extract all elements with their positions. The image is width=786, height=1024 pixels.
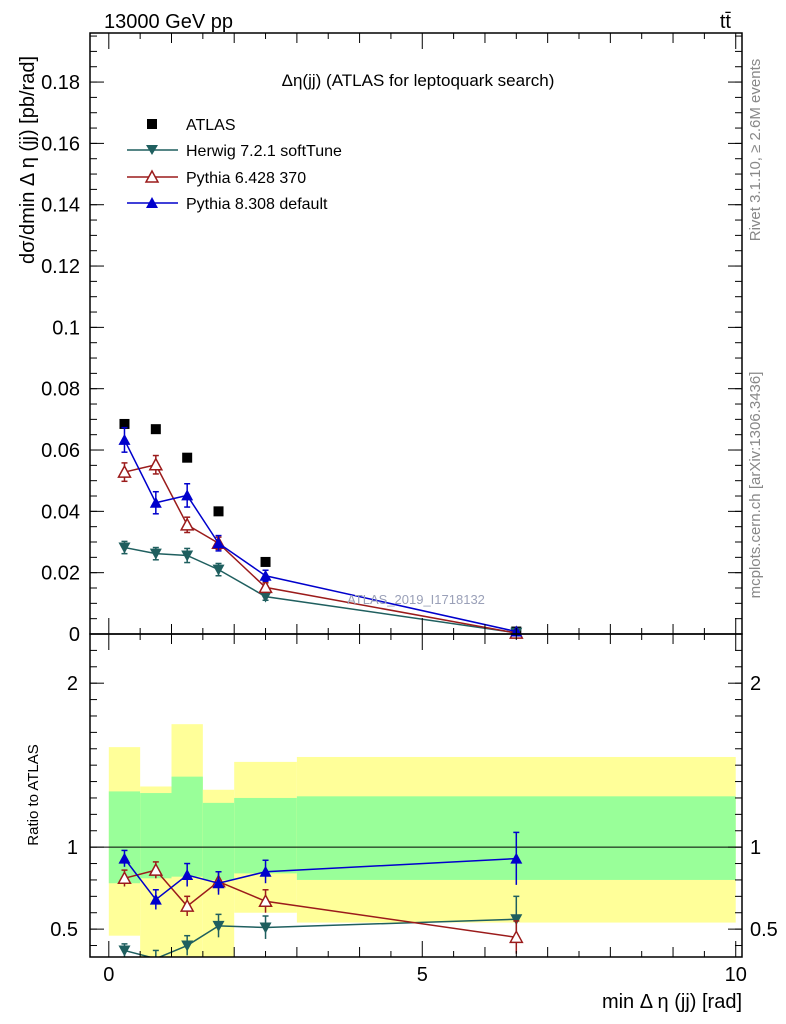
ratio-y-tick-label-right: 0.5 — [750, 919, 778, 941]
data-point-pythia-8-308-default — [212, 537, 225, 549]
data-point-pythia-8-308-default — [118, 433, 131, 445]
ratio-point-pythia-6-428-370 — [117, 870, 132, 885]
main-y-tick-label: 0.14 — [41, 195, 80, 217]
process-label: tt̄ — [720, 11, 732, 33]
ratio-point-herwig-7-2-1-softtune — [118, 945, 131, 957]
main-y-axis-label: dσ/dmin Δ η (jj) [pb/rad] — [17, 56, 39, 264]
ratio-y-axis-label: Ratio to ATLAS — [25, 744, 42, 845]
ratio-y-tick-label: 1 — [67, 837, 78, 859]
x-tick-label: 10 — [725, 964, 747, 986]
ratio-line-pythia-6-428-370 — [124, 869, 517, 939]
ratio-point-pythia-6-428-370 — [258, 893, 273, 908]
data-point-atlas — [150, 424, 161, 435]
data-point-herwig-7-2-1-softtune — [149, 548, 162, 560]
series-line-herwig-7-2-1-softtune — [124, 546, 517, 634]
main-y-tick-label: 0 — [69, 624, 80, 646]
legend-marker-pythia6 — [144, 169, 160, 183]
main-y-tick-label: 0.18 — [41, 72, 80, 94]
ratio-bands — [90, 724, 742, 957]
data-point-atlas — [213, 506, 224, 517]
data-point-pythia-8-308-default — [259, 569, 272, 581]
series-line-pythia-8-308-default — [123, 439, 517, 633]
ratio-point-herwig-7-2-1-softtune — [181, 940, 194, 952]
ratio-point-pythia-8-308-default — [510, 852, 523, 864]
series-line-pythia-6-428-370 — [124, 463, 517, 634]
ratio-y-tick-label-right: 2 — [750, 673, 761, 695]
band-inner-bin — [171, 776, 203, 877]
legend-label-herwig: Herwig 7.2.1 softTune — [186, 143, 342, 160]
ratio-y-tick-label: 0.5 — [50, 919, 78, 941]
legend-label-atlas: ATLAS — [186, 117, 236, 134]
ratio-line-pythia-8-308-default — [123, 857, 517, 901]
data-point-herwig-7-2-1-softtune — [118, 542, 131, 554]
ratio-point-pythia-6-428-370 — [179, 898, 195, 912]
plot-title: Δη(jj) (ATLAS for leptoquark search) — [282, 71, 555, 90]
energy-label: 13000 GeV pp — [104, 11, 233, 33]
ratio-frame — [89, 633, 743, 958]
x-tick-label: 5 — [417, 964, 428, 986]
ratio-point-pythia-8-308-default — [118, 852, 131, 864]
ratio-plot-series — [117, 831, 524, 957]
legend-marker-atlas — [147, 119, 157, 129]
main-y-tick-label: 0.08 — [41, 379, 80, 401]
data-point-pythia-6-428-370 — [148, 457, 164, 471]
data-point-pythia-8-308-default — [181, 489, 194, 501]
ratio-point-pythia-8-308-default — [212, 877, 225, 889]
rivet-label: Rivet 3.1.10, ≥ 2.6M events — [747, 59, 764, 242]
data-point-atlas — [119, 418, 130, 429]
data-point-pythia-8-308-default — [149, 496, 162, 508]
main-y-tick-label: 0.12 — [41, 256, 80, 278]
legend-label-pythia8: Pythia 8.308 default — [186, 196, 328, 213]
legend-label-pythia6: Pythia 6.428 370 — [186, 170, 306, 187]
ratio-point-herwig-7-2-1-softtune — [259, 922, 272, 934]
ratio-point-herwig-7-2-1-softtune — [212, 920, 225, 932]
ratio-point-pythia-8-308-default — [181, 869, 194, 881]
legend: ATLAS Herwig 7.2.1 softTune Pythia 6.428… — [127, 117, 342, 213]
data-point-pythia-6-428-370 — [179, 517, 195, 531]
data-point-atlas — [260, 556, 271, 567]
data-point-pythia-6-428-370 — [258, 579, 273, 594]
ratio-line-herwig-7-2-1-softtune — [124, 918, 517, 957]
ratio-y-tick-label-right: 1 — [750, 837, 761, 859]
data-point-herwig-7-2-1-softtune — [259, 591, 272, 603]
main-y-tick-label: 0.16 — [41, 133, 80, 155]
legend-marker-pythia8 — [146, 197, 158, 208]
legend-marker-herwig — [146, 145, 158, 155]
ratio-point-pythia-8-308-default — [149, 893, 162, 905]
ratio-point-herwig-7-2-1-softtune — [510, 914, 523, 926]
data-point-herwig-7-2-1-softtune — [212, 564, 225, 576]
band-inner-bin — [108, 791, 141, 884]
x-tick-label: 0 — [103, 964, 114, 986]
ratio-y-tick-label: 2 — [67, 673, 78, 695]
main-y-tick-label: 0.06 — [41, 440, 80, 462]
data-point-atlas — [182, 452, 193, 463]
band-inner-bin — [202, 802, 235, 880]
data-point-pythia-6-428-370 — [117, 464, 132, 478]
data-point-herwig-7-2-1-softtune — [181, 550, 194, 562]
ratio-point-pythia-6-428-370 — [509, 929, 524, 944]
watermark: ATLAS_2019_I1718132 — [347, 592, 485, 607]
main-y-tick-label: 0.04 — [41, 501, 80, 523]
main-y-tick-label: 0.02 — [41, 563, 80, 585]
mcplots-label: mcplots.cern.ch [arXiv:1306.3436] — [747, 372, 764, 599]
axes: 0 0.02 0.04 0.06 0.08 0.1 0.12 0.14 0.16 0.18 0.5 0… — [41, 32, 778, 986]
ratio-point-pythia-6-428-370 — [148, 862, 164, 876]
x-axis-label: min Δ η (jj) [rad] — [602, 991, 742, 1013]
main-y-tick-label: 0.1 — [52, 317, 80, 339]
ratio-point-pythia-8-308-default — [259, 865, 272, 877]
